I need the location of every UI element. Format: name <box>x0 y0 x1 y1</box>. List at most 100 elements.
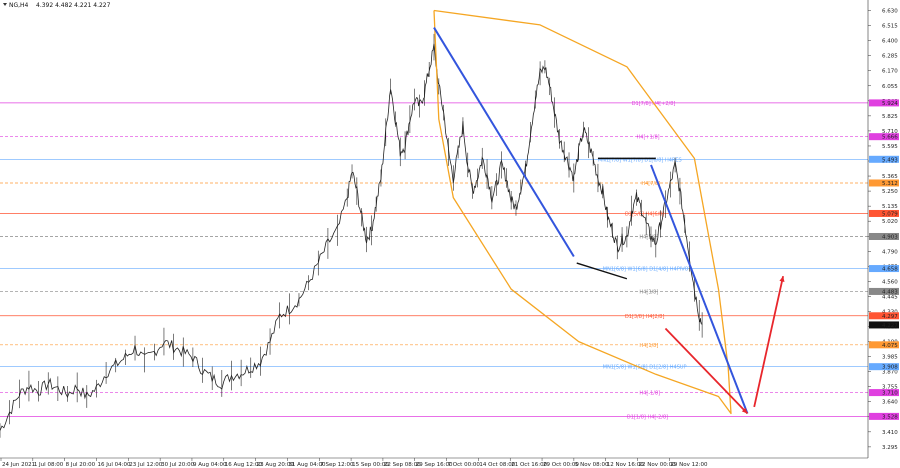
level-price-tag <box>869 265 899 273</box>
level-price-tag <box>869 363 899 371</box>
level-price-tag-label: 4.075 <box>882 343 898 349</box>
level-price-tag-label: 5.312 <box>882 181 898 187</box>
level-label: MN1[6/8] W1[6/8] D1[4/8] H4PIVOT <box>603 267 693 273</box>
y-tick-label: 6.630 <box>882 9 898 15</box>
y-tick-label: 5.710 <box>882 129 898 135</box>
level-price-tag <box>869 133 899 141</box>
symbol-menu-icon[interactable] <box>3 3 7 6</box>
x-tick-label: 23 Aug 20:00 <box>257 462 295 468</box>
red-arrow-up <box>753 275 785 408</box>
level-label: H4[3/8] <box>639 289 658 295</box>
y-tick-label: 6.170 <box>882 69 898 75</box>
black-segment <box>576 262 628 280</box>
x-tick-label: 23 Jul 12:00 <box>129 462 162 468</box>
level-label: D1[5/8] H4[6/8] <box>625 211 665 217</box>
x-tick-label: 29 Nov 12:00 <box>670 462 708 468</box>
level-price-tag <box>869 99 899 107</box>
level-price-tag <box>869 389 899 397</box>
x-tick-label: 8 Jul 20:00 <box>66 462 96 468</box>
level-price-tag <box>869 412 899 420</box>
x-tick-label: 14 Oct 08:00 <box>479 462 515 468</box>
level-label: H4[-1/8] <box>639 391 660 397</box>
chart-header: NG,H4 4.392 4.482 4.221 4.227 <box>3 2 111 9</box>
x-tick-label: 7 Sep 12:00 <box>320 462 354 468</box>
current-price-tag-label: 4.227 <box>882 323 898 329</box>
level-label: H4[1/8] <box>639 343 658 349</box>
level-price-tag-label: 4.903 <box>882 234 898 240</box>
red-arrow-up-head <box>779 276 785 282</box>
x-tick-label: 1 Jul 08:00 <box>34 462 64 468</box>
level-price-tag-label: 5.493 <box>882 157 898 163</box>
level-price-tag <box>869 287 899 295</box>
ohlc-readout: 4.392 4.482 4.221 4.227 <box>36 2 111 9</box>
x-tick-label: 9 Aug 04:00 <box>193 462 227 468</box>
y-tick-label: 5.135 <box>882 204 898 210</box>
level-label: D1[1/8] H4[-2/8] <box>627 414 668 420</box>
level-price-tag <box>869 179 899 187</box>
current-price-tag <box>869 321 899 329</box>
x-tick-label: 7 Oct 00:00 <box>448 462 481 468</box>
y-tick-label: 3.870 <box>882 370 898 376</box>
red-arrow-down <box>664 327 749 415</box>
price-tags: 5.924 5.666 5.493 5.312 5.079 4.903 4.658 4.483… <box>869 99 899 420</box>
x-tick-label: 12 Nov 16:00 <box>607 462 645 468</box>
x-tick-label: 29 Sep 16:00 <box>416 462 453 468</box>
y-tick-label: 3.410 <box>882 430 898 436</box>
level-price-tag <box>869 209 899 217</box>
x-tick-label: 16 Aug 12:00 <box>225 462 263 468</box>
level-price-tag-label: 4.297 <box>882 314 898 320</box>
blue-trend-line <box>650 164 749 414</box>
x-tick-label: 24 Jun 2021 <box>2 462 35 468</box>
level-price-tag <box>869 312 899 320</box>
y-tick-label: 4.445 <box>882 294 898 300</box>
level-label: MN1[5/8] W1[5/8] D1[2/8] H4SUP <box>603 365 687 371</box>
orange-arc <box>433 9 732 415</box>
level-price-tag-label: 4.483 <box>882 289 898 295</box>
y-tick-label: 5.250 <box>882 189 898 195</box>
y-tick-label: 3.755 <box>882 385 898 391</box>
x-tick-label: 31 Aug 04:00 <box>288 462 326 468</box>
y-tick-label: 6.400 <box>882 39 898 45</box>
red-arrow-down-head <box>741 407 748 414</box>
x-tick-label: 30 Jul 20:00 <box>161 462 194 468</box>
y-tick-label: 5.595 <box>882 144 898 150</box>
y-tick-label: 5.825 <box>882 114 898 120</box>
level-label: H4[7/8] <box>641 181 660 187</box>
level-price-tag <box>869 155 899 163</box>
level-price-tag-label: 3.908 <box>882 365 898 371</box>
x-tick-label: 22 Nov 00:00 <box>639 462 677 468</box>
y-tick-label: 6.285 <box>882 54 898 60</box>
y-tick-label: 5.365 <box>882 174 898 180</box>
x-tick-label: 5 Nov 08:00 <box>575 462 609 468</box>
x-tick-label: 15 Sep 00:00 <box>352 462 389 468</box>
level-label: MN1[7/8] W1[7/8] D1[6/8] H4RES <box>598 157 682 163</box>
level-label: H4[5/8] <box>639 234 658 240</box>
level-price-tag <box>869 341 899 349</box>
blue-trend-line <box>433 27 575 258</box>
x-tick-label: 16 Jul 04:00 <box>97 462 130 468</box>
level-price-tag-label: 5.079 <box>882 211 898 217</box>
y-tick-label: 6.515 <box>882 24 898 30</box>
level-price-tag <box>869 232 899 240</box>
drawings <box>433 9 785 415</box>
y-tick-label: 5.020 <box>882 219 898 225</box>
x-tick-label: 22 Sep 08:00 <box>384 462 421 468</box>
level-price-tag-label: 5.666 <box>882 135 898 141</box>
level-label: H4[+1/8] <box>637 135 660 141</box>
symbol-label: NG,H4 <box>9 2 29 9</box>
y-tick-label: 3.295 <box>882 445 898 451</box>
level-price-tag-label: 3.528 <box>882 414 898 420</box>
level-price-tag-label: 4.658 <box>882 267 898 273</box>
y-tick-label: 3.640 <box>882 400 898 406</box>
level-price-tag-label: 5.924 <box>882 101 898 107</box>
level-label: D1[3/8] H4[2/8] <box>625 314 665 320</box>
y-tick-label: 4.790 <box>882 249 898 255</box>
y-tick-label: 3.985 <box>882 355 898 361</box>
y-tick-label: 6.055 <box>882 84 898 90</box>
level-price-tag-label: 3.710 <box>882 391 898 397</box>
x-tick-label: 29 Oct 00:00 <box>543 462 579 468</box>
